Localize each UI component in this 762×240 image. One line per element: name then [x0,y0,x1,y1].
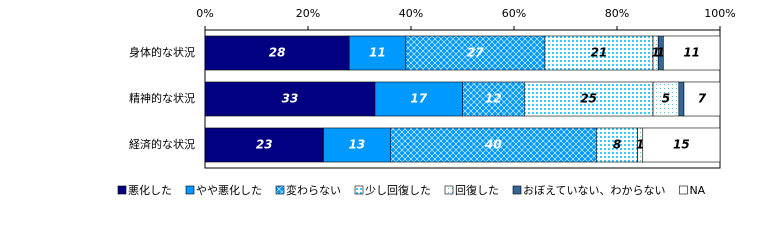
category-label: 身体的な状況 [129,45,195,59]
legend-label: NA [689,184,705,197]
chart: 0% 20% 40% 60% 80% 100%身体的な状況 28 11 27 21 11 11精神的な… [117,7,736,197]
legend-label: 回復した [455,184,499,197]
legend-label: 変わらない [286,183,341,197]
x-tick-label: 80% [605,7,629,20]
legend-label: やや悪化した [196,183,262,197]
bar-segment [204,127,324,163]
legend-swatch [512,185,522,195]
value-label: 1 [636,138,644,152]
value-label: 33 [282,92,299,106]
bar-segment [642,127,721,163]
value-label: 40 [484,138,502,152]
x-tick-label: 20% [296,7,320,20]
bar-segment [462,81,525,117]
value-label: 17 [410,92,427,106]
value-label: 11 [683,46,700,60]
value-label: 1 [651,46,659,60]
value-label: 28 [269,46,286,60]
bar-segment [405,35,546,71]
value-label: 12 [485,92,502,106]
value-label: 21 [591,46,608,60]
category-label: 経済的な状況 [129,137,195,151]
x-tick-label: 60% [502,7,526,20]
x-tick-label: 40% [399,7,423,20]
legend-swatch [354,185,364,195]
bar-segment [204,35,350,71]
bar-segment [678,81,685,117]
value-label: 15 [673,138,690,152]
x-tick-label: 0% [196,7,213,20]
value-label: 5 [662,92,670,106]
bar-segment [596,127,638,163]
value-label: 1 [657,46,665,60]
value-label: 25 [580,92,597,106]
legend-swatch [185,185,195,195]
legend-swatch [444,185,454,195]
category-label: 精神的な状況 [129,91,195,105]
x-tick-label: 100% [704,7,735,20]
bar-segment [323,127,391,163]
bar-segment [544,35,654,71]
bar-segment [652,81,680,117]
legend-swatch [117,185,127,195]
legend-label: おぼえていない、わからない [523,184,665,197]
value-label: 11 [369,46,386,60]
value-label: 7 [698,92,707,106]
bar-segment [390,127,597,163]
value-label: 8 [613,138,621,152]
bar-segment [348,35,407,71]
bar-segment [663,35,721,71]
value-label: 27 [467,46,484,60]
legend-label: 少し回復した [365,184,431,197]
value-label: 13 [349,138,366,152]
legend-swatch [679,185,688,195]
legend-label: 悪化した [128,183,172,197]
legend-swatch [275,185,285,195]
value-label: 23 [256,138,273,152]
bar-segment [683,81,721,117]
